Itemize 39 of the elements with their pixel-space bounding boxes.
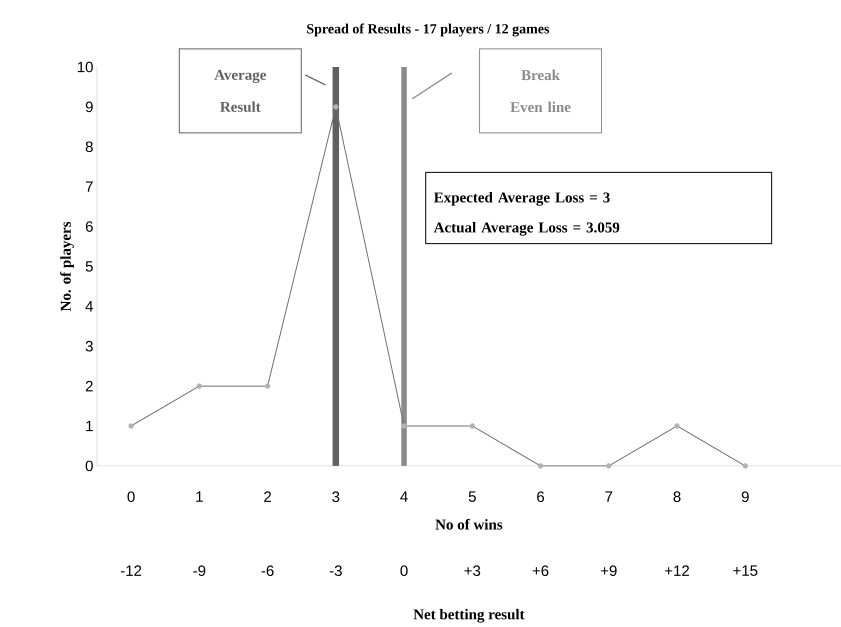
y-tick-label: 7 xyxy=(86,182,93,192)
text: Average Result xyxy=(214,70,266,112)
x2-tick-label: +3 xyxy=(464,565,480,576)
x-axis-title: No of wins xyxy=(435,518,502,530)
y-tick-label: 1 xyxy=(86,420,93,432)
x2-axis-title: Net betting result xyxy=(414,608,524,623)
x2-tick-label: -9 xyxy=(193,565,206,576)
y-tick-label: 6 xyxy=(86,221,93,232)
chart-title: Spread of Results - 17 players / 12 games xyxy=(307,24,550,37)
annotation: Actual Average Loss = 3.059 xyxy=(434,222,620,236)
x2-tick-label: 0 xyxy=(400,565,408,576)
x2-tick-label: -12 xyxy=(120,565,142,576)
y-tick-label: 8 xyxy=(86,142,93,152)
x-tick-label: 4 xyxy=(400,491,408,502)
x2-tick-label: +9 xyxy=(600,565,617,576)
x-tick-label: 0 xyxy=(128,491,135,502)
x2-tick-label: +15 xyxy=(733,565,758,576)
y-axis-title: No. of players xyxy=(60,222,74,312)
y-tick-label: 2 xyxy=(86,380,93,392)
x-tick-label: 6 xyxy=(537,491,544,502)
text: Break Even line xyxy=(510,70,571,112)
y-tick-label: 3 xyxy=(86,340,93,352)
x2-tick-label: +6 xyxy=(532,565,548,576)
x-tick-label: 5 xyxy=(468,491,476,502)
x-tick-label: 3 xyxy=(332,491,340,502)
x-tick-label: 2 xyxy=(264,491,271,502)
y-tick-label: 10 xyxy=(78,62,93,72)
annotation: Expected Average Loss = 3 xyxy=(434,192,610,206)
x-tick-label: 7 xyxy=(605,491,612,502)
y-tick-label: 0 xyxy=(86,460,93,472)
y-tick-label: 9 xyxy=(86,102,93,112)
y-tick-label: 5 xyxy=(86,261,93,272)
x-tick-label: 8 xyxy=(674,491,681,502)
x-tick-label: 9 xyxy=(742,491,749,502)
x2-tick-label: -3 xyxy=(330,565,342,576)
x2-tick-label: -6 xyxy=(262,565,274,576)
y-tick-label: 4 xyxy=(85,301,94,312)
x2-tick-label: +12 xyxy=(665,565,689,576)
x-tick-label: 1 xyxy=(196,491,203,502)
